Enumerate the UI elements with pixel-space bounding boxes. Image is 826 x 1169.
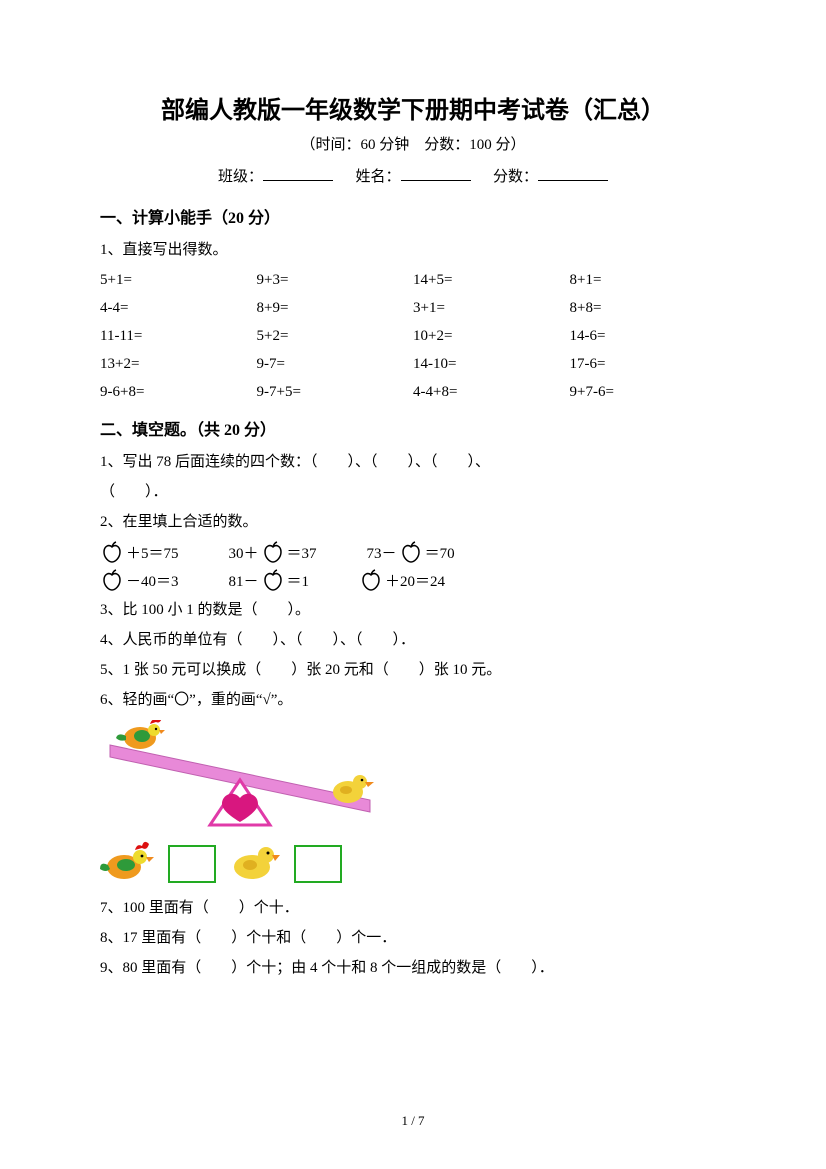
page-number: 1 / 7 [0,1113,826,1129]
section2-q4: 4、人民币的单位有（ ）、（ ）、（ ）． [100,626,726,654]
answer-box-duck [294,845,342,883]
calc-cell: 14-6= [570,322,727,350]
calc-cell: 8+1= [570,266,727,294]
apple-equation: －40＝3 [100,568,179,592]
apple-row: ＋5＝75 30＋＝37 73－＝70 [100,540,726,564]
duck-icon [230,841,280,886]
apple-row: －40＝3 81－＝1 ＋20＝24 [100,568,726,592]
calc-cell: 17-6= [570,350,727,378]
calc-cell: 9-6+8= [100,378,257,406]
calc-cell: 10+2= [413,322,570,350]
page-title: 部编人教版一年级数学下册期中考试卷（汇总） [100,90,726,125]
calc-cell: 9-7= [257,350,414,378]
calc-cell: 14-10= [413,350,570,378]
calc-cell: 5+1= [100,266,257,294]
exam-page: 部编人教版一年级数学下册期中考试卷（汇总） （时间：60 分钟 分数：100 分… [0,0,826,1169]
blank-class [263,164,333,181]
calc-cell: 4-4+8= [413,378,570,406]
calc-cell: 5+2= [257,322,414,350]
apple-equation: ＋20＝24 [359,568,445,592]
calc-cell: 3+1= [413,294,570,322]
apple-equation: ＋5＝75 [100,540,179,564]
section2-q6: 6、轻的画“〇”，重的画“√”。 [100,686,726,714]
label-name: 姓名： [355,169,400,185]
blank-score [538,164,608,181]
section2-q2: 2、在里填上合适的数。 [100,508,726,536]
calc-cell: 8+9= [257,294,414,322]
calc-cell: 11-11= [100,322,257,350]
calc-cell: 9+7-6= [570,378,727,406]
calc-cell: 9+3= [257,266,414,294]
calc-cell: 13+2= [100,350,257,378]
seesaw-illustration [100,720,726,835]
section2-q1: 1、写出 78 后面连续的四个数：（ ）、（ ）、（ ）、 [100,448,726,476]
section2-q8: 8、17 里面有（ ）个十和（ ）个一． [100,924,726,952]
section2-q1b: （ ）． [100,478,726,506]
label-score: 分数： [493,169,538,185]
calc-grid: 5+1=9+3=14+5=8+1= 4-4=8+9=3+1=8+8= 11-11=5… [100,266,726,406]
apple-equation-area: ＋5＝75 30＋＝37 73－＝70 －40＝3 81－＝1 ＋20＝24 [100,540,726,592]
apple-equation: 30＋＝37 [229,540,317,564]
section2-q3: 3、比 100 小 1 的数是（ ）。 [100,596,726,624]
section2-q7: 7、100 里面有（ ）个十． [100,894,726,922]
answer-row [100,841,726,886]
answer-box-rooster [168,845,216,883]
rooster-icon [100,841,154,886]
page-subtitle: （时间：60 分钟 分数：100 分） [100,133,726,154]
apple-equation: 73－＝70 [367,540,455,564]
calc-cell: 4-4= [100,294,257,322]
section2-head: 二、填空题。（共 20 分） [100,416,726,440]
apple-equation: 81－＝1 [229,568,310,592]
section1-q1: 1、直接写出得数。 [100,236,726,264]
section2-q5: 5、1 张 50 元可以换成（ ）张 20 元和（ ）张 10 元。 [100,656,726,684]
section2-q9: 9、80 里面有（ ）个十；由 4 个十和 8 个一组成的数是（ ）． [100,954,726,982]
calc-cell: 8+8= [570,294,727,322]
label-class: 班级： [218,169,263,185]
calc-cell: 9-7+5= [257,378,414,406]
blank-name [401,164,471,181]
calc-cell: 14+5= [413,266,570,294]
section1-head: 一、计算小能手（20 分） [100,204,726,228]
info-line: 班级： 姓名： 分数： [100,164,726,186]
